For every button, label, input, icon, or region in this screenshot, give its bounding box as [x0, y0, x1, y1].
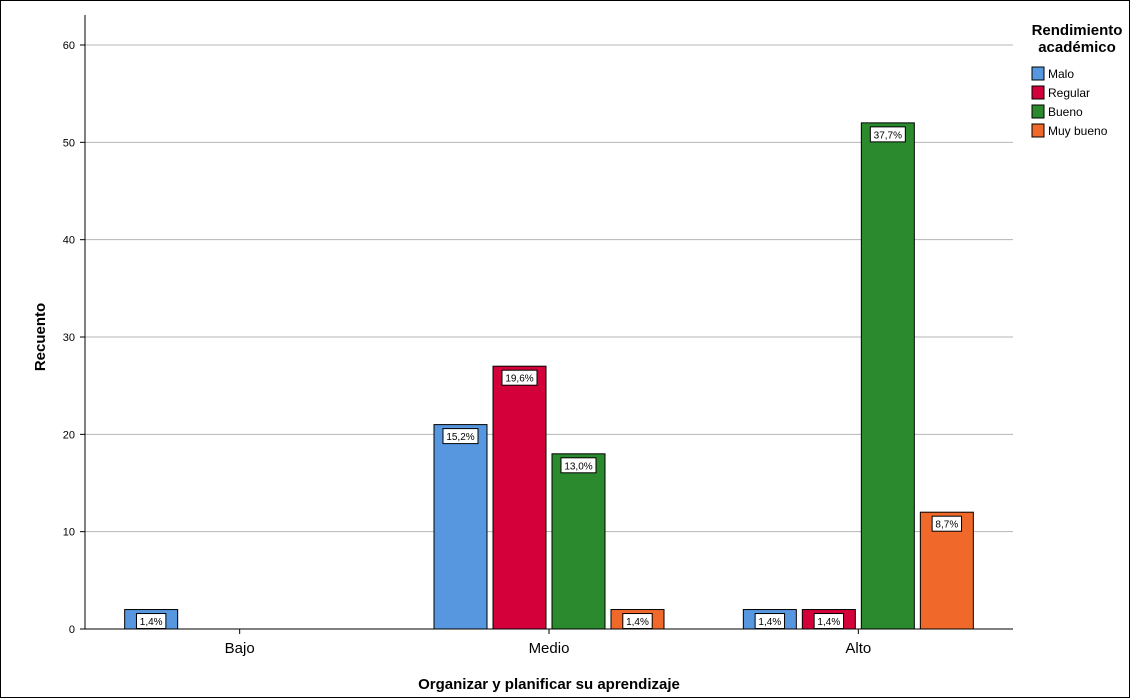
legend-swatch — [1031, 66, 1045, 81]
data-label-box — [560, 457, 597, 474]
legend-label: Regular — [1048, 86, 1090, 100]
data-label-text: 8,7% — [935, 520, 958, 531]
data-label-text: 19,6% — [505, 374, 533, 385]
legend-swatch — [1031, 123, 1045, 138]
legend-item-regular: Regular — [1031, 85, 1090, 100]
bar-bueno-alto — [860, 122, 915, 630]
gridlines — [85, 44, 1013, 533]
legend: Rendimiento académico Malo Regular Bueno Mu… — [1031, 22, 1123, 138]
data-label-box — [931, 515, 963, 532]
data-label-text: 1,4% — [817, 617, 840, 628]
legend-title-line1: Rendimiento — [1032, 22, 1123, 39]
data-label: 15,2% — [442, 428, 479, 445]
data-label: 19,6% — [501, 369, 538, 386]
data-label-text: 15,2% — [446, 432, 474, 443]
legend-label: Bueno — [1048, 105, 1083, 119]
legend-label: Muy bueno — [1048, 124, 1108, 138]
data-label-box — [442, 428, 479, 445]
data-labels: 1,4% 15,2% 19,6% 13,0% 1,4% 1,4% 1,4% 37,7% 8,7% — [135, 126, 963, 630]
y-tick-label: 10 — [63, 527, 75, 539]
x-category-label: Bajo — [225, 640, 255, 657]
bar-regular-medio — [492, 365, 547, 630]
data-label-text: 1,4% — [140, 617, 163, 628]
x-category-label: Alto — [845, 640, 871, 657]
y-tick-label: 20 — [63, 429, 75, 441]
data-label: 1,4% — [622, 613, 653, 630]
data-label: 8,7% — [931, 515, 963, 532]
data-label-text: 1,4% — [626, 617, 649, 628]
legend-items: Malo Regular Bueno Muy bueno — [1031, 66, 1108, 138]
data-label: 1,4% — [754, 613, 786, 630]
y-tick-label: 30 — [63, 332, 75, 344]
legend-item-bueno: Bueno — [1031, 104, 1083, 119]
bar-malo-medio — [433, 424, 488, 630]
data-label-text: 13,0% — [564, 461, 592, 472]
data-label: 1,4% — [813, 613, 845, 630]
legend-item-muy-bueno: Muy bueno — [1031, 123, 1108, 138]
y-tick-label: 60 — [63, 40, 75, 52]
data-label-text: 1,4% — [758, 617, 781, 628]
data-label-text: 37,7% — [874, 130, 902, 141]
x-category-label: Medio — [529, 640, 570, 657]
y-axis-title: Recuento — [32, 303, 49, 371]
data-label: 37,7% — [869, 126, 906, 143]
x-axis-categories: Bajo Medio Alto — [225, 629, 871, 657]
y-axis-ticks: 0 10 20 30 40 50 60 — [63, 40, 85, 636]
bars — [124, 122, 974, 630]
legend-title-line2: académico — [1038, 39, 1116, 56]
y-tick-label: 50 — [63, 137, 75, 149]
legend-swatch — [1031, 104, 1045, 119]
y-tick-label: 40 — [63, 235, 75, 247]
bar-bueno-medio — [551, 453, 606, 630]
data-label: 1,4% — [135, 613, 167, 630]
legend-item-malo: Malo — [1031, 66, 1074, 81]
data-label: 13,0% — [560, 457, 597, 474]
data-label-box — [501, 369, 538, 386]
y-tick-label: 0 — [69, 624, 75, 636]
legend-label: Malo — [1048, 67, 1074, 81]
x-axis-title: Organizar y planificar su aprendizaje — [418, 676, 680, 693]
legend-swatch — [1031, 85, 1045, 100]
data-label-box — [869, 126, 906, 143]
